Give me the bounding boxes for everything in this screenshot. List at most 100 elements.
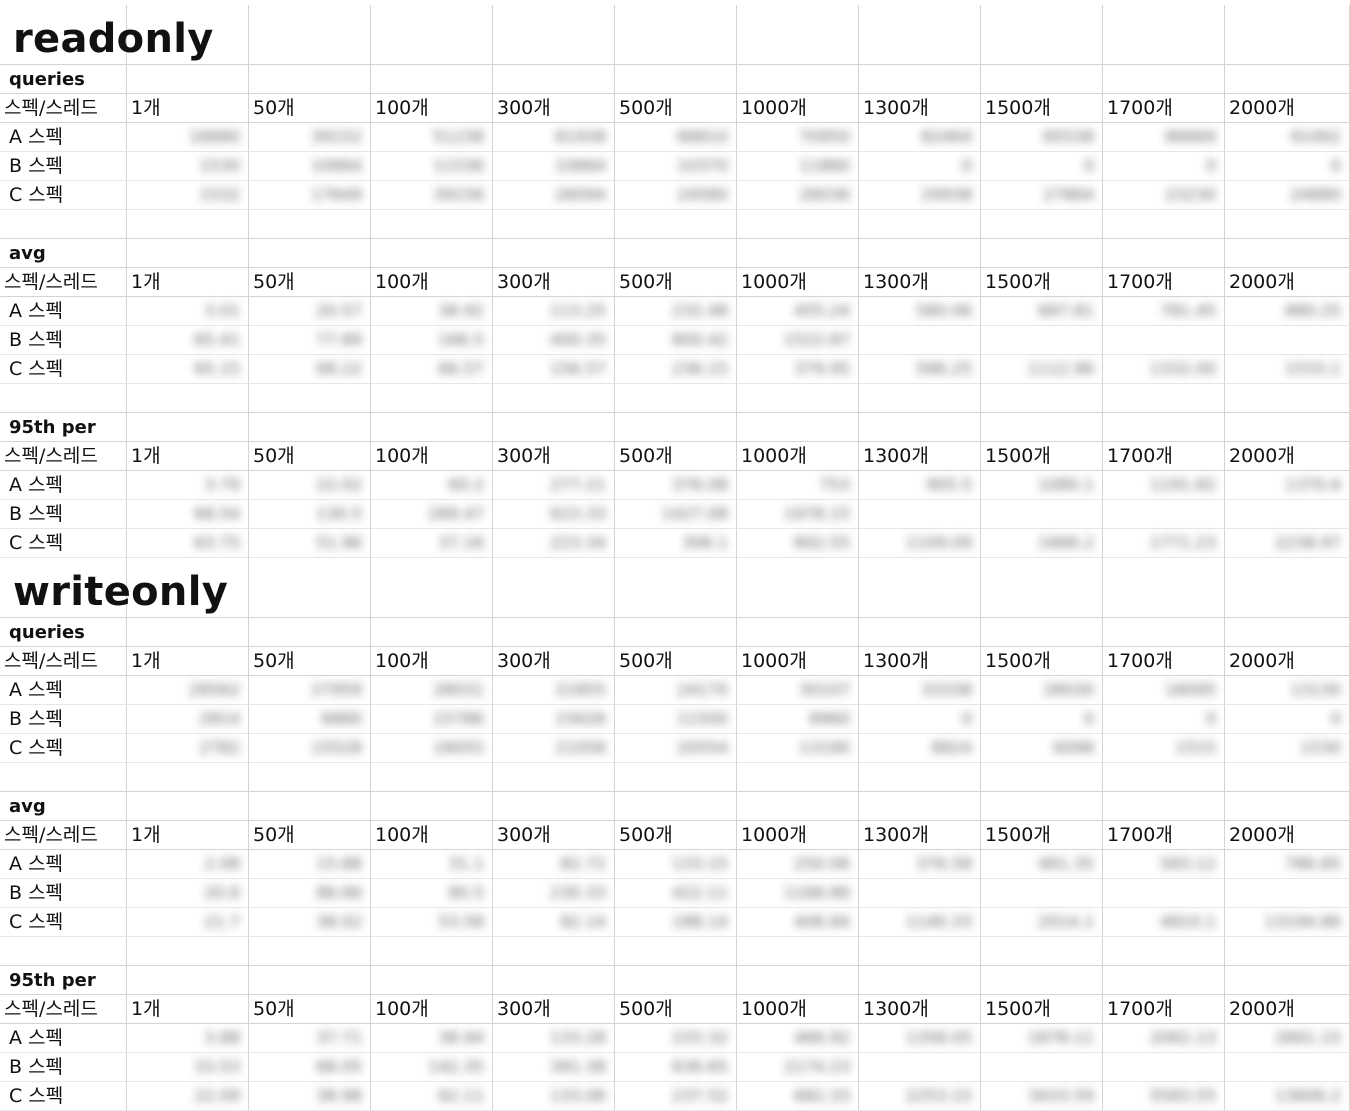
cell[interactable] <box>859 558 981 618</box>
data-cell[interactable] <box>1225 326 1350 355</box>
cell[interactable] <box>493 966 615 995</box>
cell[interactable] <box>1103 792 1225 821</box>
data-cell[interactable]: 20554 <box>615 734 737 763</box>
cell[interactable] <box>1103 384 1225 413</box>
data-cell[interactable] <box>1103 1053 1225 1082</box>
cell[interactable] <box>859 792 981 821</box>
cell[interactable] <box>1103 5 1225 65</box>
data-cell[interactable]: 1112.96 <box>981 355 1103 384</box>
data-cell[interactable]: 31.1 <box>371 850 493 879</box>
data-cell[interactable]: 82.14 <box>493 908 615 937</box>
cell[interactable] <box>493 5 615 65</box>
cell[interactable]: writeonly <box>0 558 228 618</box>
column-header-cell[interactable]: 2000개 <box>1225 94 1350 123</box>
cell[interactable] <box>859 65 981 94</box>
column-header-cell[interactable]: 2000개 <box>1225 268 1350 297</box>
data-cell[interactable]: 86.66 <box>249 879 371 908</box>
data-cell[interactable]: 18055 <box>371 734 493 763</box>
data-cell[interactable]: 1878.11 <box>981 1024 1103 1053</box>
data-cell[interactable]: 28031 <box>371 676 493 705</box>
data-cell[interactable]: 28562 <box>127 676 249 705</box>
cell[interactable]: avg <box>0 239 127 268</box>
cell[interactable] <box>615 558 737 618</box>
column-header-cell[interactable]: 300개 <box>493 995 615 1024</box>
column-header-cell[interactable]: 1500개 <box>981 268 1103 297</box>
data-cell[interactable]: 422.11 <box>615 879 737 908</box>
row-label-cell[interactable]: B 스펙 <box>0 500 127 529</box>
row-label-cell[interactable]: B 스펙 <box>0 152 127 181</box>
cell[interactable] <box>249 618 371 647</box>
data-cell[interactable]: 80.5 <box>371 879 493 908</box>
data-cell[interactable]: 21.7 <box>127 908 249 937</box>
cell[interactable] <box>127 65 249 94</box>
cell[interactable] <box>981 384 1103 413</box>
data-cell[interactable]: 250.06 <box>737 850 859 879</box>
cell[interactable] <box>371 65 493 94</box>
data-cell[interactable] <box>859 1053 981 1082</box>
cell[interactable] <box>859 384 981 413</box>
data-cell[interactable]: 0 <box>859 705 981 734</box>
cell[interactable] <box>615 65 737 94</box>
data-cell[interactable]: 51238 <box>371 123 493 152</box>
data-cell[interactable]: 8824 <box>859 734 981 763</box>
data-cell[interactable]: 2062.13 <box>1103 1024 1225 1053</box>
data-cell[interactable]: 0 <box>981 152 1103 181</box>
column-header-cell[interactable]: 100개 <box>371 995 493 1024</box>
column-header-cell[interactable]: 1000개 <box>737 647 859 676</box>
data-cell[interactable]: 687.81 <box>981 297 1103 326</box>
cell[interactable] <box>615 413 737 442</box>
data-cell[interactable]: 233.32 <box>615 1024 737 1053</box>
cell[interactable] <box>615 384 737 413</box>
data-cell[interactable] <box>1225 1053 1350 1082</box>
cell[interactable] <box>981 5 1103 65</box>
data-cell[interactable]: 21058 <box>493 734 615 763</box>
data-cell[interactable]: 38.94 <box>371 1024 493 1053</box>
data-cell[interactable]: 880.25 <box>1225 297 1350 326</box>
data-cell[interactable]: 27959 <box>249 676 371 705</box>
data-cell[interactable]: 61938 <box>493 123 615 152</box>
data-cell[interactable]: 24580 <box>615 181 737 210</box>
cell[interactable] <box>737 792 859 821</box>
column-header-cell[interactable]: 스펙/스레드 <box>0 94 127 123</box>
data-cell[interactable] <box>859 500 981 529</box>
cell[interactable] <box>1225 239 1350 268</box>
cell[interactable] <box>249 413 371 442</box>
cell[interactable] <box>493 239 615 268</box>
cell[interactable] <box>1103 618 1225 647</box>
data-cell[interactable]: 26036 <box>737 181 859 210</box>
cell[interactable] <box>981 618 1103 647</box>
row-label-cell[interactable]: A 스펙 <box>0 1024 127 1053</box>
column-header-cell[interactable]: 1개 <box>127 442 249 471</box>
data-cell[interactable] <box>1103 326 1225 355</box>
data-cell[interactable]: 406.84 <box>737 908 859 937</box>
data-cell[interactable]: 156.57 <box>493 355 615 384</box>
cell[interactable] <box>493 618 615 647</box>
data-cell[interactable]: 68810 <box>615 123 737 152</box>
data-cell[interactable]: 37.71 <box>249 1024 371 1053</box>
cell[interactable] <box>371 558 493 618</box>
cell[interactable] <box>1103 210 1225 239</box>
data-cell[interactable]: 33338 <box>859 676 981 705</box>
data-cell[interactable]: 22.09 <box>127 1082 249 1111</box>
data-cell[interactable]: 802.55 <box>737 529 859 558</box>
column-header-cell[interactable]: 1500개 <box>981 995 1103 1024</box>
column-header-cell[interactable]: 100개 <box>371 442 493 471</box>
data-cell[interactable]: 0 <box>1103 152 1225 181</box>
column-header-cell[interactable]: 1000개 <box>737 268 859 297</box>
cell[interactable] <box>249 966 371 995</box>
cell[interactable] <box>859 763 981 792</box>
data-cell[interactable]: 26094 <box>493 181 615 210</box>
data-cell[interactable]: 1771.23 <box>1103 529 1225 558</box>
cell[interactable]: 95th per <box>0 413 127 442</box>
data-cell[interactable]: 1109.09 <box>859 529 981 558</box>
cell[interactable] <box>1225 763 1350 792</box>
column-header-cell[interactable]: 1개 <box>127 995 249 1024</box>
data-cell[interactable]: 15528 <box>249 734 371 763</box>
data-cell[interactable]: 13194.86 <box>1225 908 1350 937</box>
cell[interactable] <box>249 65 371 94</box>
column-header-cell[interactable]: 500개 <box>615 995 737 1024</box>
column-header-cell[interactable]: 1000개 <box>737 995 859 1024</box>
cell[interactable] <box>981 413 1103 442</box>
column-header-cell[interactable]: 500개 <box>615 268 737 297</box>
cell[interactable] <box>0 384 127 413</box>
